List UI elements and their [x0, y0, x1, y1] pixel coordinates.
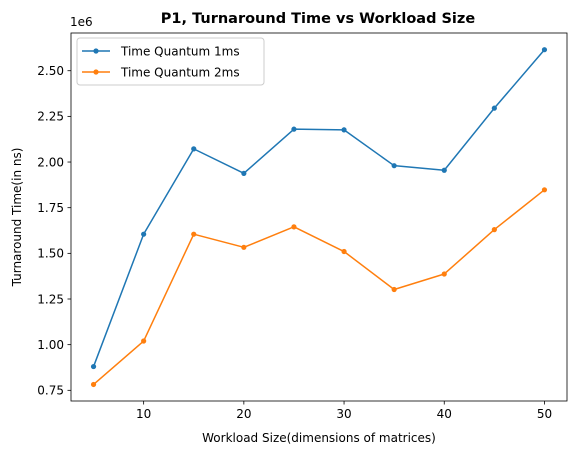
x-tick-label: 50	[537, 407, 552, 421]
data-point	[141, 231, 147, 237]
data-point	[341, 127, 347, 133]
y-tick-label: 2.25	[37, 110, 64, 124]
data-point	[191, 146, 197, 152]
data-point	[491, 227, 497, 233]
y-tick-label: 2.50	[37, 64, 64, 78]
y-tick-label: 0.75	[37, 384, 64, 398]
data-point	[90, 381, 97, 388]
legend-box	[76, 37, 265, 86]
y-axis-label: Turnaround Time(in ns)	[10, 148, 24, 288]
x-axis-label: Workload Size(dimensions of matrices)	[202, 431, 436, 445]
data-point	[90, 363, 97, 370]
data-point	[391, 286, 397, 293]
x-tick-label: 40	[437, 407, 452, 421]
legend-marker	[93, 48, 99, 54]
x-tick-label: 10	[136, 407, 151, 421]
data-point	[491, 105, 497, 111]
x-tick-label: 20	[236, 407, 251, 421]
data-point	[241, 170, 247, 176]
plot-frame	[70, 32, 568, 402]
y-tick-label: 2.00	[37, 155, 64, 169]
data-point	[241, 244, 247, 250]
series-1	[90, 47, 548, 370]
y-axis-offset-label: 1e6	[70, 15, 93, 29]
legend-marker	[93, 69, 99, 75]
data-point	[141, 338, 147, 344]
legend: Time Quantum 1ms Time Quantum 2ms	[76, 37, 265, 86]
data-point	[541, 47, 548, 53]
data-point	[541, 187, 548, 193]
data-point	[441, 271, 447, 277]
chart-title: P1, Turnaround Time vs Workload Size	[161, 11, 476, 27]
y-tick-label: 1.25	[37, 292, 64, 306]
series-2	[90, 187, 548, 388]
y-tick-label: 1.75	[37, 201, 64, 215]
data-point	[291, 224, 297, 230]
legend-label: Time Quantum 1ms	[120, 44, 240, 58]
data-point	[191, 231, 197, 237]
y-tick-label: 1.00	[37, 338, 64, 352]
y-tick-label: 1.50	[37, 247, 64, 261]
series-line	[93, 189, 545, 386]
data-point	[441, 167, 447, 173]
series-line	[92, 49, 546, 367]
data-point	[341, 248, 347, 255]
y-axis: 0.75 1.00 1.25 1.50 1.75 2.00 2.25 2.50	[37, 64, 71, 398]
x-tick-label: 30	[336, 407, 351, 421]
series-layer	[90, 47, 548, 388]
x-axis: 10 20 30 40 50	[136, 401, 552, 421]
data-point	[291, 126, 297, 132]
legend-label: Time Quantum 2ms	[120, 65, 240, 79]
data-point	[391, 163, 397, 169]
